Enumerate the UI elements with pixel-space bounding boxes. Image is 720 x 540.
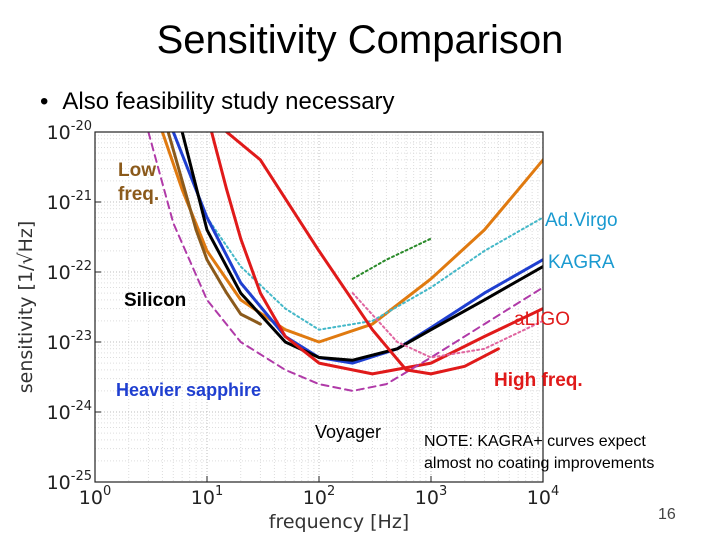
y-tick-label: 10-25 xyxy=(47,469,92,494)
series-line-silicon xyxy=(180,132,543,362)
annotation-high-freq: High freq. xyxy=(494,370,583,391)
y-axis-label: sensitivity [1/√Hz] xyxy=(15,221,37,393)
y-tick-label: 10-21 xyxy=(47,189,92,214)
x-tick-label: 103 xyxy=(415,484,447,509)
series-line-ad-virgo xyxy=(160,132,543,344)
series-line-heavier-sapphire xyxy=(210,132,543,376)
bullet-point: • Also feasibility study necessary xyxy=(40,88,395,116)
series-line-pink-dotted xyxy=(351,292,543,359)
x-tick-label: 101 xyxy=(191,484,223,509)
annotation-kagra: KAGRA xyxy=(548,252,615,273)
series-line-high-freq- xyxy=(225,132,500,376)
annotation-ad-virgo: Ad.Virgo xyxy=(545,210,618,231)
page-number: 16 xyxy=(658,506,676,523)
y-tick-label: 10-24 xyxy=(47,399,92,424)
series-group xyxy=(147,132,543,392)
annotation-aligo: aLIGO xyxy=(514,309,570,330)
bullet-text: Also feasibility study necessary xyxy=(62,88,395,115)
x-tick-label: 104 xyxy=(527,484,559,509)
annotation-heavier-sapphire: Heavier sapphire xyxy=(116,380,261,400)
series-line-voyager xyxy=(147,132,543,392)
y-tick-label: 10-22 xyxy=(47,259,92,284)
annotation-low: Low freq. xyxy=(118,160,159,205)
y-tick-label: 10-20 xyxy=(47,119,92,144)
annotation-silicon: Silicon xyxy=(124,290,186,311)
bullet-dot-icon: • xyxy=(40,88,49,115)
series-line-kagra xyxy=(206,216,543,331)
slide-title: Sensitivity Comparison xyxy=(156,18,564,62)
series-line-low-freq- xyxy=(166,132,262,326)
x-tick-label: 100 xyxy=(79,484,111,509)
annotation-voyager: Voyager xyxy=(315,422,381,442)
series-line-green-dotted xyxy=(351,237,432,280)
x-tick-label: 102 xyxy=(303,484,335,509)
annotation-note-kagra-curves-expect: NOTE: KAGRA+ curves expect almost no coat… xyxy=(424,433,654,472)
y-tick-label: 10-23 xyxy=(47,329,92,354)
x-axis-label: frequency [Hz] xyxy=(269,511,409,533)
